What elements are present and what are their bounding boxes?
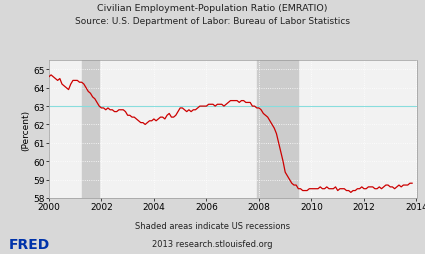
Y-axis label: (Percent): (Percent) <box>21 109 31 150</box>
Text: Source: U.S. Department of Labor: Bureau of Labor Statistics: Source: U.S. Department of Labor: Bureau… <box>75 17 350 25</box>
Bar <box>257 61 298 198</box>
Text: FRED: FRED <box>8 237 50 251</box>
Text: 2013 research.stlouisfed.org: 2013 research.stlouisfed.org <box>152 239 273 248</box>
Text: Civilian Employment-Population Ratio (EMRATIO): Civilian Employment-Population Ratio (EM… <box>97 4 328 13</box>
Bar <box>82 61 99 198</box>
Text: Shaded areas indicate US recessions: Shaded areas indicate US recessions <box>135 221 290 230</box>
